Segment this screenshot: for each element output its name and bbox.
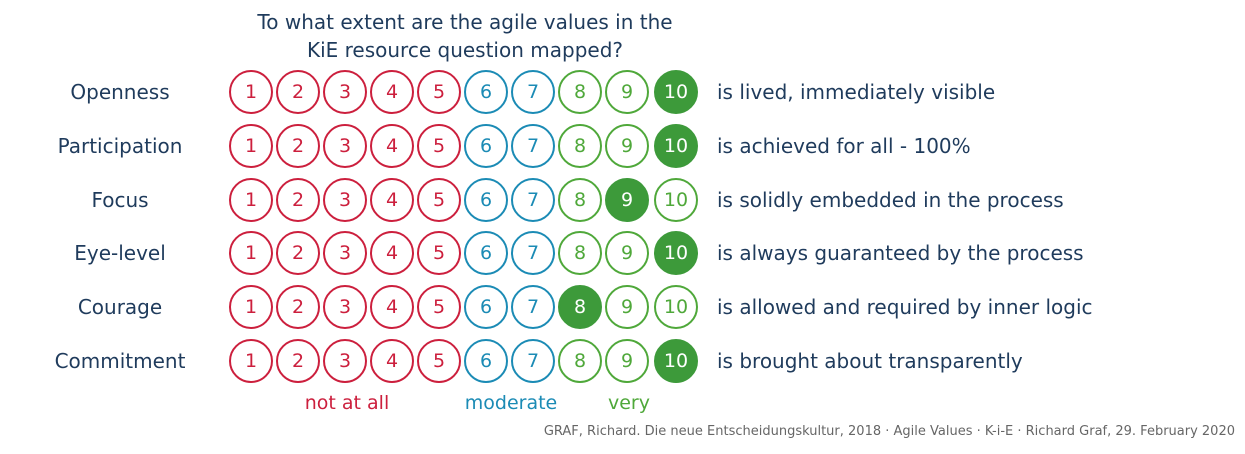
value-row: Openness 1 2 3 4 5 6 7 8 9 10 is lived, immediately… xyxy=(0,70,1245,114)
value-row: Focus 1 2 3 4 5 6 7 8 9 10 is solidly embedded in t… xyxy=(0,177,1245,222)
source-citation: GRAF, Richard. Die neue Entscheidungskul… xyxy=(543,424,1235,439)
rating-circle: 7 xyxy=(511,285,555,330)
value-row: Participation 1 2 3 4 5 6 7 8 9 10 is achieved for … xyxy=(0,123,1245,168)
value-label: Focus xyxy=(91,187,149,212)
rating-circle: 8 xyxy=(558,70,602,114)
rating-circle: 6 xyxy=(464,285,508,330)
rating-circle: 3 xyxy=(323,285,367,330)
rating-circle: 2 xyxy=(276,339,320,383)
rating-circle: 1 xyxy=(229,70,273,114)
rating-circle: 10 xyxy=(654,285,698,330)
value-description: is achieved for all - 100% xyxy=(717,133,971,158)
legend-label: moderate xyxy=(464,392,558,414)
rating-circle: 3 xyxy=(323,177,367,222)
rating-circle: 9 xyxy=(605,70,649,114)
value-label: Commitment xyxy=(54,349,186,373)
rating-circle: 5 xyxy=(417,123,461,168)
rating-circle: 1 xyxy=(229,285,273,330)
value-label: Courage xyxy=(77,295,163,320)
rating-circle: 3 xyxy=(323,339,367,383)
rating-circle: 6 xyxy=(464,177,508,222)
value-row: Courage 1 2 3 4 5 6 7 8 9 10 is allowed and require… xyxy=(0,285,1245,330)
rating-circle: 10 xyxy=(654,177,698,222)
rating-circle: 7 xyxy=(511,177,555,222)
rating-circle: 2 xyxy=(276,123,320,168)
rating-circle: 7 xyxy=(511,231,555,276)
value-label: Eye-level xyxy=(74,241,166,266)
legend-label: not at all xyxy=(304,392,390,414)
rating-circle: 3 xyxy=(323,123,367,168)
rating-circle-selected: 10 xyxy=(654,70,698,114)
rating-circle-selected: 10 xyxy=(654,339,698,383)
rating-circle-selected: 10 xyxy=(654,123,698,168)
rating-circle: 8 xyxy=(558,123,602,168)
rating-circle: 4 xyxy=(370,70,414,114)
rating-circle: 7 xyxy=(511,70,555,114)
rating-circle: 1 xyxy=(229,231,273,276)
value-description: is always guaranteed by the process xyxy=(717,241,1084,266)
rating-circle: 5 xyxy=(417,70,461,114)
rating-circle: 8 xyxy=(558,177,602,222)
rating-circle: 2 xyxy=(276,70,320,114)
rating-circle-selected: 8 xyxy=(558,285,602,330)
rating-circle: 1 xyxy=(229,177,273,222)
value-label: Openness xyxy=(70,80,170,104)
rating-circle: 4 xyxy=(370,339,414,383)
rating-circle: 1 xyxy=(229,123,273,168)
rating-circle: 5 xyxy=(417,285,461,330)
value-row: Commitment 1 2 3 4 5 6 7 8 9 10 is brought about tr… xyxy=(0,339,1245,383)
value-description: is solidly embedded in the process xyxy=(717,187,1064,212)
rating-circle: 6 xyxy=(464,339,508,383)
value-description: is allowed and required by inner logic xyxy=(717,295,1093,320)
rating-circle: 4 xyxy=(370,285,414,330)
rating-circle: 5 xyxy=(417,339,461,383)
value-description: is brought about transparently xyxy=(717,349,1023,373)
rating-circle: 7 xyxy=(511,123,555,168)
rating-circle: 9 xyxy=(605,123,649,168)
title-line-2: KiE resource question mapped? xyxy=(306,38,624,62)
legend-label: very xyxy=(608,392,650,414)
rating-circle: 2 xyxy=(276,177,320,222)
rating-circle: 2 xyxy=(276,231,320,276)
diagram-title: To what extent are the agile values in t… xyxy=(215,8,715,64)
rating-circle: 6 xyxy=(464,123,508,168)
rating-circle: 3 xyxy=(323,70,367,114)
rating-circle: 7 xyxy=(511,339,555,383)
rating-circle: 9 xyxy=(605,231,649,276)
rating-circle: 4 xyxy=(370,177,414,222)
rating-circle: 1 xyxy=(229,339,273,383)
rating-circle: 2 xyxy=(276,285,320,330)
rating-circle-selected: 9 xyxy=(605,177,649,222)
rating-circle-selected: 10 xyxy=(654,231,698,276)
rating-circle: 9 xyxy=(605,339,649,383)
title-line-1: To what extent are the agile values in t… xyxy=(257,10,673,34)
rating-circle: 9 xyxy=(605,285,649,330)
value-description: is lived, immediately visible xyxy=(717,80,996,104)
rating-circle: 4 xyxy=(370,231,414,276)
rating-circle: 5 xyxy=(417,177,461,222)
rating-circle: 6 xyxy=(464,70,508,114)
value-label: Participation xyxy=(57,133,183,158)
rating-circle: 8 xyxy=(558,339,602,383)
value-row: Eye-level 1 2 3 4 5 6 7 8 9 10 is always guaranteed… xyxy=(0,231,1245,276)
rating-circle: 8 xyxy=(558,231,602,276)
rating-circle: 6 xyxy=(464,231,508,276)
rating-circle: 3 xyxy=(323,231,367,276)
rating-circle: 4 xyxy=(370,123,414,168)
rating-circle: 5 xyxy=(417,231,461,276)
